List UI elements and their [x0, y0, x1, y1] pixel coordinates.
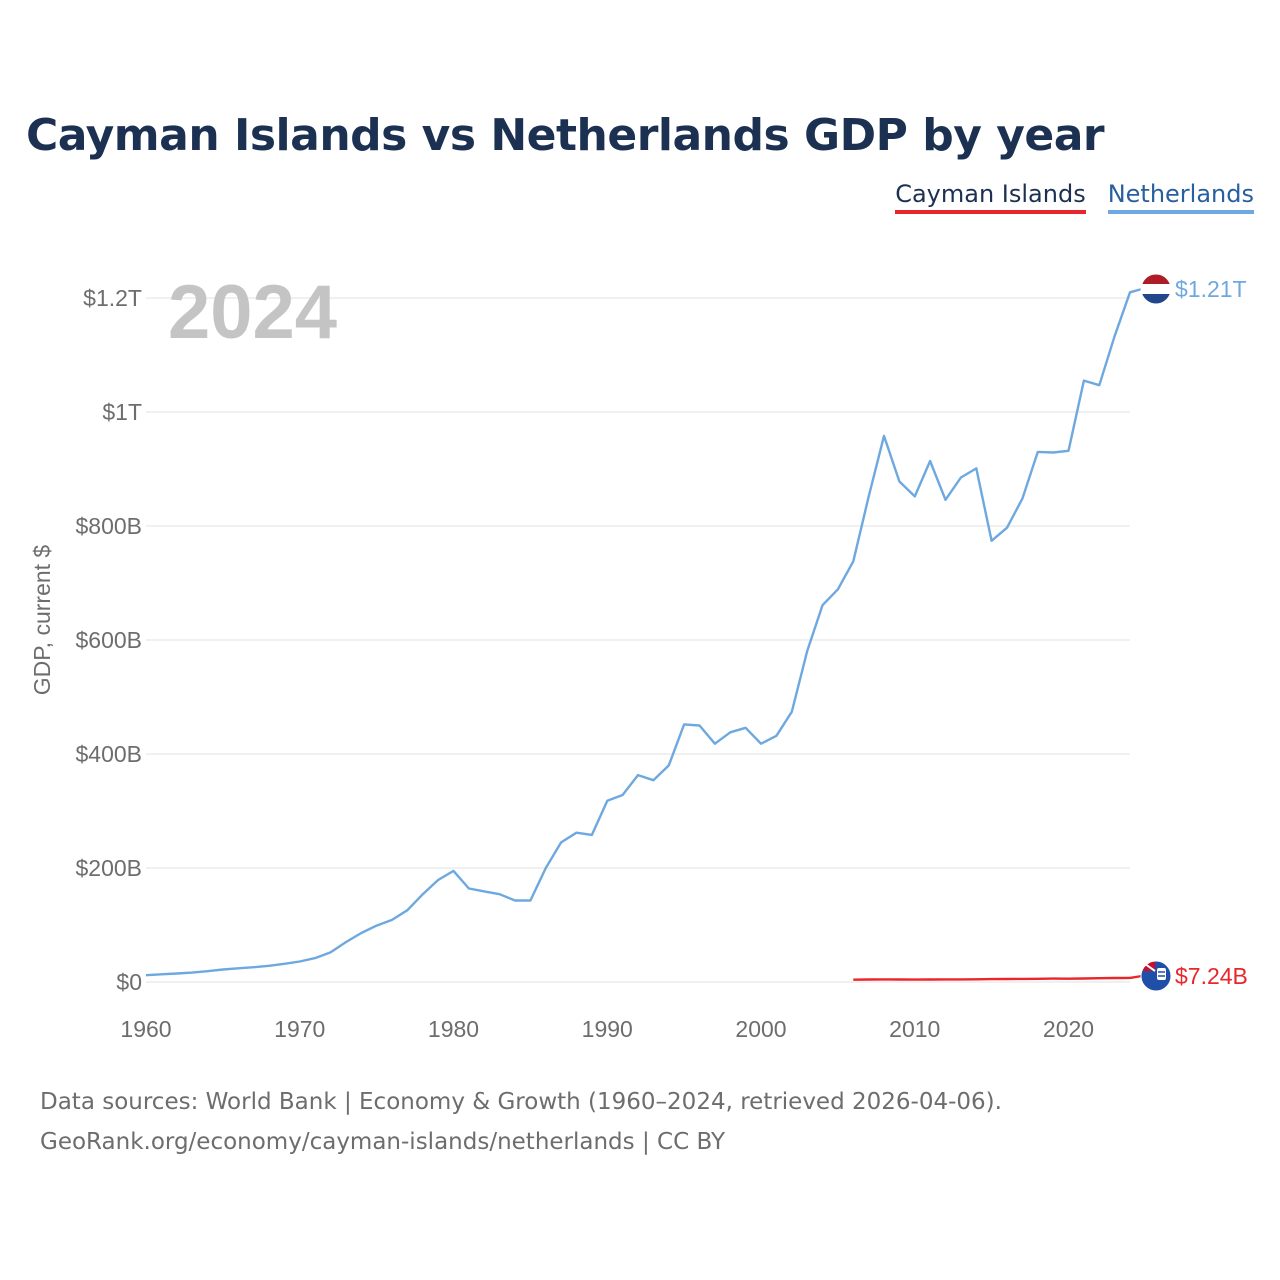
flag-icon-cayman-islands	[1140, 960, 1172, 992]
y-tick-label: $600B	[75, 627, 142, 653]
x-tick-label: 1970	[274, 1016, 325, 1042]
x-tick-label: 2010	[889, 1016, 940, 1042]
x-axis-tick-labels: 1960 1970 1980 1990 2000 2010 2020	[120, 1016, 1094, 1042]
x-tick-label: 1960	[120, 1016, 171, 1042]
x-tick-label: 1990	[582, 1016, 633, 1042]
end-label-netherlands: $1.21T	[1175, 276, 1247, 302]
source-note: Data sources: World Bank | Economy & Gro…	[40, 1082, 1002, 1162]
source-line-1: Data sources: World Bank | Economy & Gro…	[40, 1089, 1002, 1115]
x-tick-label: 2020	[1043, 1016, 1094, 1042]
y-tick-label: $800B	[75, 513, 142, 539]
series-line-cayman-islands	[853, 974, 1143, 981]
y-tick-label: $400B	[75, 741, 142, 767]
y-tick-label: $200B	[75, 855, 142, 881]
x-tick-label: 2000	[735, 1016, 786, 1042]
grid-lines	[146, 297, 1130, 983]
series-lines	[145, 287, 1143, 981]
y-tick-label: $1.2T	[83, 285, 142, 311]
flag-icon-netherlands	[1140, 273, 1172, 305]
y-tick-label: $0	[116, 969, 142, 995]
end-label-cayman-islands: $7.24B	[1175, 963, 1248, 989]
series-line-netherlands	[145, 287, 1143, 977]
x-tick-label: 1980	[428, 1016, 479, 1042]
legend: Cayman Islands Netherlands	[895, 180, 1254, 214]
year-watermark: 2024	[168, 270, 337, 355]
chart-title: Cayman Islands vs Netherlands GDP by yea…	[26, 110, 1105, 161]
series-end-labels: $1.21T $7.24B	[1140, 273, 1248, 992]
legend-item-cayman-islands[interactable]: Cayman Islands	[895, 180, 1086, 214]
source-line-2: GeoRank.org/economy/cayman-islands/nethe…	[40, 1129, 726, 1155]
y-tick-label: $1T	[102, 399, 142, 425]
legend-item-netherlands[interactable]: Netherlands	[1107, 180, 1254, 214]
y-axis-tick-labels: $0 $200B $400B $600B $800B $1T $1.2T	[75, 285, 142, 995]
y-axis-label: GDP, current $	[29, 545, 55, 696]
